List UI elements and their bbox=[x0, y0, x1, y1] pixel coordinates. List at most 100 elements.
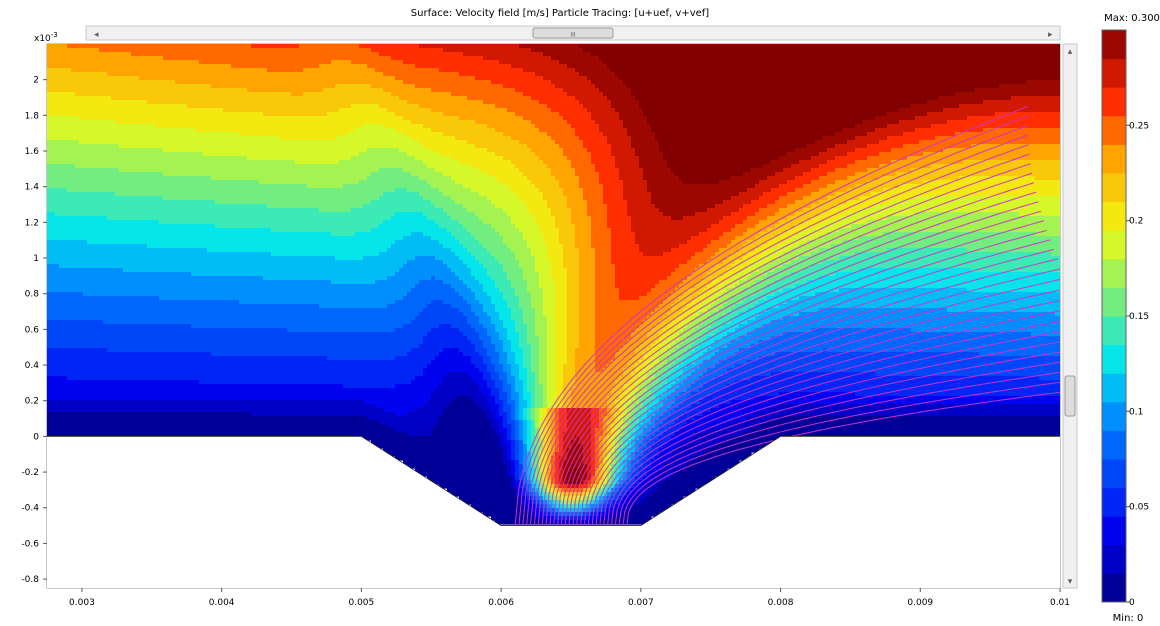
colorbar-band bbox=[1102, 573, 1126, 603]
x-tick-label: 0.009 bbox=[907, 598, 933, 608]
colorbar-band bbox=[1102, 87, 1126, 117]
y-tick-label: -0.8 bbox=[21, 575, 39, 585]
particle-streamlines bbox=[514, 105, 1060, 526]
streamline bbox=[595, 310, 1060, 526]
colorbar-band bbox=[1102, 544, 1126, 574]
streamline bbox=[610, 351, 1060, 526]
x-tick-label: 0.003 bbox=[69, 598, 95, 608]
colorbar-tick-label: 0.25 bbox=[1129, 121, 1149, 131]
solid-region bbox=[47, 436, 1060, 588]
streamline bbox=[564, 229, 1047, 526]
streamline bbox=[587, 289, 1060, 526]
streamline bbox=[522, 124, 1028, 526]
colorbar-band bbox=[1102, 373, 1126, 403]
colorbar-band bbox=[1102, 230, 1126, 260]
scroll-thumb-vertical[interactable] bbox=[1064, 375, 1076, 417]
streamline bbox=[583, 278, 1060, 526]
x-tick-label: 0.008 bbox=[768, 598, 794, 608]
scroll-thumb-grip: III bbox=[570, 32, 576, 39]
scroll-left-arrow-icon[interactable]: ◂ bbox=[94, 30, 99, 40]
streamline bbox=[568, 239, 1051, 526]
x-tick-label: 0.01 bbox=[1050, 598, 1070, 608]
colorbar-band bbox=[1102, 430, 1126, 460]
colorbar: Max: 0.300 Min: 0 0.25 0.2 0.15 0.1 0.05 0 bbox=[1101, 13, 1160, 624]
colorbar-band bbox=[1102, 144, 1126, 174]
streamline bbox=[556, 210, 1041, 526]
chart-title: Surface: Velocity field [m/s] Particle T… bbox=[411, 8, 709, 19]
y-tick-label: 0.6 bbox=[25, 325, 40, 335]
colorbar-band bbox=[1102, 173, 1126, 203]
x-tick-label: 0.006 bbox=[488, 598, 514, 608]
streamline bbox=[553, 201, 1039, 526]
scroll-down-arrow-icon[interactable]: ▾ bbox=[1068, 577, 1073, 587]
y-tick-label: 0 bbox=[33, 432, 39, 442]
scroll-up-arrow-icon[interactable]: ▴ bbox=[1068, 47, 1073, 57]
colorbar-band bbox=[1102, 316, 1126, 346]
streamline bbox=[514, 105, 1029, 526]
y-tick-label: 1.6 bbox=[25, 147, 40, 157]
y-tick-label: 0.8 bbox=[25, 290, 40, 300]
streamline bbox=[533, 153, 1030, 526]
streamline bbox=[518, 115, 1028, 526]
y-tick-label: 1 bbox=[33, 254, 39, 264]
colorbar-band bbox=[1102, 258, 1126, 288]
streamline bbox=[529, 144, 1029, 526]
vertical-scrollbar[interactable]: ▴ ▾ bbox=[1062, 43, 1078, 589]
y-tick-label: 0.4 bbox=[25, 361, 40, 371]
streamline bbox=[572, 248, 1055, 526]
streamline bbox=[614, 361, 1060, 526]
x-axis: 0.003 0.004 0.005 0.006 0.007 0.008 0.009 0.01 bbox=[69, 588, 1070, 608]
y-tick-label: -0.2 bbox=[21, 468, 39, 478]
x-tick-label: 0.005 bbox=[348, 598, 374, 608]
colorbar-tick-label: 0 bbox=[1129, 598, 1135, 608]
colorbar-band bbox=[1102, 201, 1126, 231]
streamline bbox=[591, 299, 1060, 526]
colorbar-tick-label: 0.1 bbox=[1129, 407, 1143, 417]
y-multiplier-label: x10-3 bbox=[34, 31, 58, 44]
geometry-boundary bbox=[47, 435, 1060, 588]
x-tick-label: 0.004 bbox=[209, 598, 235, 608]
y-tick-label: -0.6 bbox=[21, 539, 39, 549]
streamline bbox=[576, 258, 1059, 526]
colorbar-band bbox=[1102, 287, 1126, 317]
streamline bbox=[607, 341, 1060, 526]
streamline bbox=[545, 182, 1035, 526]
y-tick-label: 2 bbox=[33, 76, 39, 86]
streamline bbox=[622, 381, 1060, 526]
colorbar-band bbox=[1102, 459, 1126, 489]
streamline bbox=[626, 391, 1060, 526]
horizontal-scrollbar[interactable]: ◂ ▸ III bbox=[85, 25, 1061, 41]
colorbar-band bbox=[1102, 58, 1126, 88]
y-tick-label: -0.4 bbox=[21, 504, 39, 514]
colorbar-tick-label: 0.2 bbox=[1129, 217, 1143, 227]
y-tick-label: 0.2 bbox=[25, 397, 39, 407]
y-tick-label: 1.8 bbox=[25, 111, 40, 121]
x-tick-label: 0.007 bbox=[628, 598, 654, 608]
y-tick-label: 1.4 bbox=[25, 183, 40, 193]
colorbar-min-label: Min: 0 bbox=[1113, 613, 1144, 624]
colorbar-band bbox=[1102, 401, 1126, 431]
colorbar-tick-label: 0.15 bbox=[1129, 312, 1149, 322]
scroll-right-arrow-icon[interactable]: ▸ bbox=[1048, 30, 1053, 40]
streamline bbox=[526, 134, 1029, 526]
colorbar-band bbox=[1102, 516, 1126, 546]
colorbar-tick-label: 0.05 bbox=[1129, 503, 1149, 513]
streamline bbox=[599, 320, 1060, 526]
streamline bbox=[541, 172, 1033, 526]
streamline bbox=[537, 163, 1031, 526]
streamline bbox=[603, 331, 1060, 526]
colorbar-max-label: Max: 0.300 bbox=[1104, 13, 1160, 24]
scroll-thumb-horizontal[interactable] bbox=[532, 27, 614, 39]
streamline bbox=[549, 191, 1037, 526]
colorbar-band bbox=[1102, 344, 1126, 374]
colorbar-band bbox=[1102, 487, 1126, 517]
y-tick-label: 1.2 bbox=[25, 218, 39, 228]
y-axis: 2 1.8 1.6 1.4 1.2 1 0.8 0.6 0.4 0.2 0 -0.2 -0.4 -0.6 -… bbox=[21, 76, 47, 585]
colorbar-band bbox=[1102, 30, 1126, 60]
streamline bbox=[618, 371, 1060, 526]
boundary-line bbox=[47, 435, 1060, 526]
colorbar-band bbox=[1102, 115, 1126, 145]
streamline bbox=[580, 268, 1060, 526]
streamline bbox=[560, 220, 1044, 526]
